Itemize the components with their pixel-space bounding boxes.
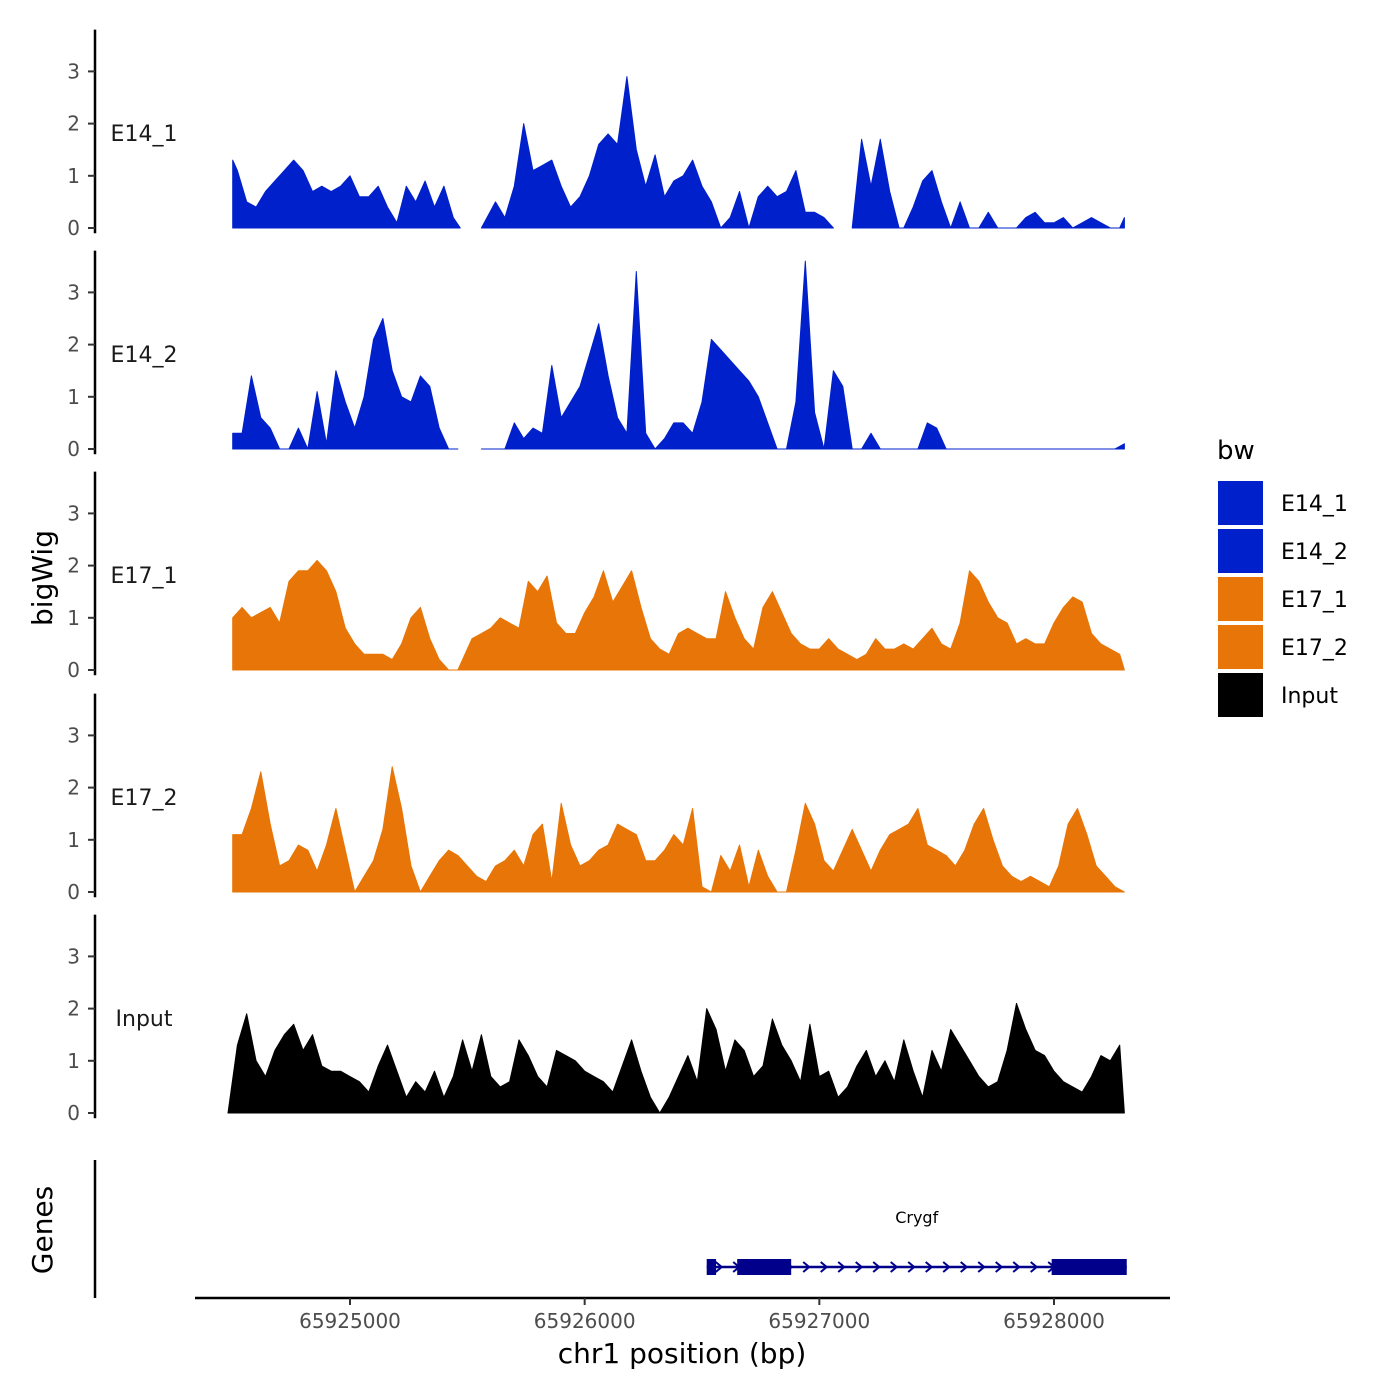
- x-tick-label: 65926000: [534, 1309, 636, 1333]
- coverage-area: [227, 1002, 1125, 1114]
- y-tick-label: 2: [67, 997, 80, 1021]
- y-tick-label: 3: [67, 723, 80, 747]
- y-tick-label: 0: [67, 216, 80, 240]
- track-label: E14_1: [111, 122, 178, 147]
- coverage-area: [232, 559, 1125, 671]
- y-tick-label: 1: [67, 1049, 80, 1073]
- strand-arrow: [925, 1261, 934, 1273]
- y-tick-label: 2: [67, 333, 80, 357]
- y-tick-label: 3: [67, 280, 80, 304]
- y-tick-label: 3: [67, 501, 80, 525]
- coverage-area: [480, 76, 834, 229]
- gene-name-label: Crygf: [895, 1208, 938, 1227]
- gene-exon: [737, 1259, 792, 1275]
- strand-arrow: [1012, 1261, 1021, 1273]
- track-label: E17_2: [111, 786, 178, 811]
- legend-label: E14_2: [1281, 540, 1348, 565]
- y-tick-label: 0: [67, 1101, 80, 1125]
- strand-arrow: [872, 1261, 881, 1273]
- legend-label: E17_1: [1281, 588, 1348, 613]
- track-e17-1: 0 1 2 3 E17_1: [67, 471, 1125, 682]
- track-label: E17_1: [111, 564, 178, 589]
- track-input: 0 1 2 3 Input: [67, 914, 1125, 1125]
- strand-arrow: [855, 1261, 864, 1273]
- x-tick-label: 65925000: [299, 1309, 401, 1333]
- legend-key-e14-1: [1218, 481, 1263, 525]
- legend: bw E14_1 E14_2 E17_1 E17_2 Input: [1217, 436, 1348, 717]
- legend-label: Input: [1281, 684, 1338, 709]
- strand-arrow: [995, 1261, 1004, 1273]
- x-tick-label: 65927000: [768, 1309, 870, 1333]
- y-tick-label: 2: [67, 776, 80, 800]
- y-tick-label: 2: [67, 554, 80, 578]
- strand-arrow: [960, 1261, 969, 1273]
- y-tick-label: 0: [67, 658, 80, 682]
- y-tick-label: 3: [67, 944, 80, 968]
- legend-key-e17-1: [1218, 577, 1263, 621]
- gene-track-title: Genes: [26, 1186, 59, 1274]
- strand-arrow: [820, 1261, 829, 1273]
- strand-arrow: [1030, 1261, 1039, 1273]
- y-tick-label: 1: [67, 164, 80, 188]
- y-tick-label: 1: [67, 828, 80, 852]
- y-axis-title: bigWig: [26, 530, 59, 626]
- legend-key-e17-2: [1218, 625, 1263, 669]
- strand-arrow: [977, 1261, 986, 1273]
- strand-arrow: [942, 1261, 951, 1273]
- coverage-area: [851, 138, 1125, 229]
- track-label: E14_2: [111, 343, 178, 368]
- coverage-area: [480, 260, 1125, 450]
- legend-label: E17_2: [1281, 636, 1348, 661]
- strand-arrow: [802, 1261, 811, 1273]
- track-e14-1: 0 1 2 3 E14_1: [67, 29, 1125, 240]
- legend-key-input: [1218, 673, 1263, 717]
- strand-arrow: [890, 1261, 899, 1273]
- x-axis-title: chr1 position (bp): [558, 1337, 807, 1370]
- y-tick-label: 3: [67, 59, 80, 83]
- y-tick-label: 1: [67, 606, 80, 630]
- track-e17-2: 0 1 2 3 E17_2: [67, 693, 1125, 904]
- legend-title: bw: [1217, 436, 1255, 466]
- y-tick-label: 0: [67, 437, 80, 461]
- x-tick-label: 65928000: [1003, 1309, 1105, 1333]
- gene-exon: [706, 1259, 717, 1275]
- gene-track: Genes Crygf: [26, 1160, 1127, 1298]
- y-tick-label: 2: [67, 112, 80, 136]
- track-label: Input: [116, 1007, 173, 1032]
- strand-arrow: [907, 1261, 916, 1273]
- y-axis-title-group: bigWig: [26, 530, 59, 626]
- legend-label: E14_1: [1281, 492, 1348, 517]
- y-tick-label: 1: [67, 385, 80, 409]
- strand-arrow: [715, 1261, 724, 1273]
- x-axis: chr1 position (bp) 65925000 65926000 65927…: [195, 1296, 1170, 1370]
- coverage-area: [232, 766, 1125, 893]
- coverage-area: [232, 318, 459, 450]
- strand-arrow: [837, 1261, 846, 1273]
- legend-key-e14-2: [1218, 529, 1263, 573]
- y-tick-label: 0: [67, 880, 80, 904]
- track-e14-2: 0 1 2 3 E14_2: [67, 250, 1125, 461]
- coverage-area: [232, 159, 461, 229]
- gene-exon: [1051, 1259, 1127, 1275]
- coverage-tracks: 0 1 2 3 E14_1 0 1 2 3 E14_2 0 1 2 3 E17_1 0 1 2 3 E17_2 0 1 2 3…: [67, 29, 1125, 1125]
